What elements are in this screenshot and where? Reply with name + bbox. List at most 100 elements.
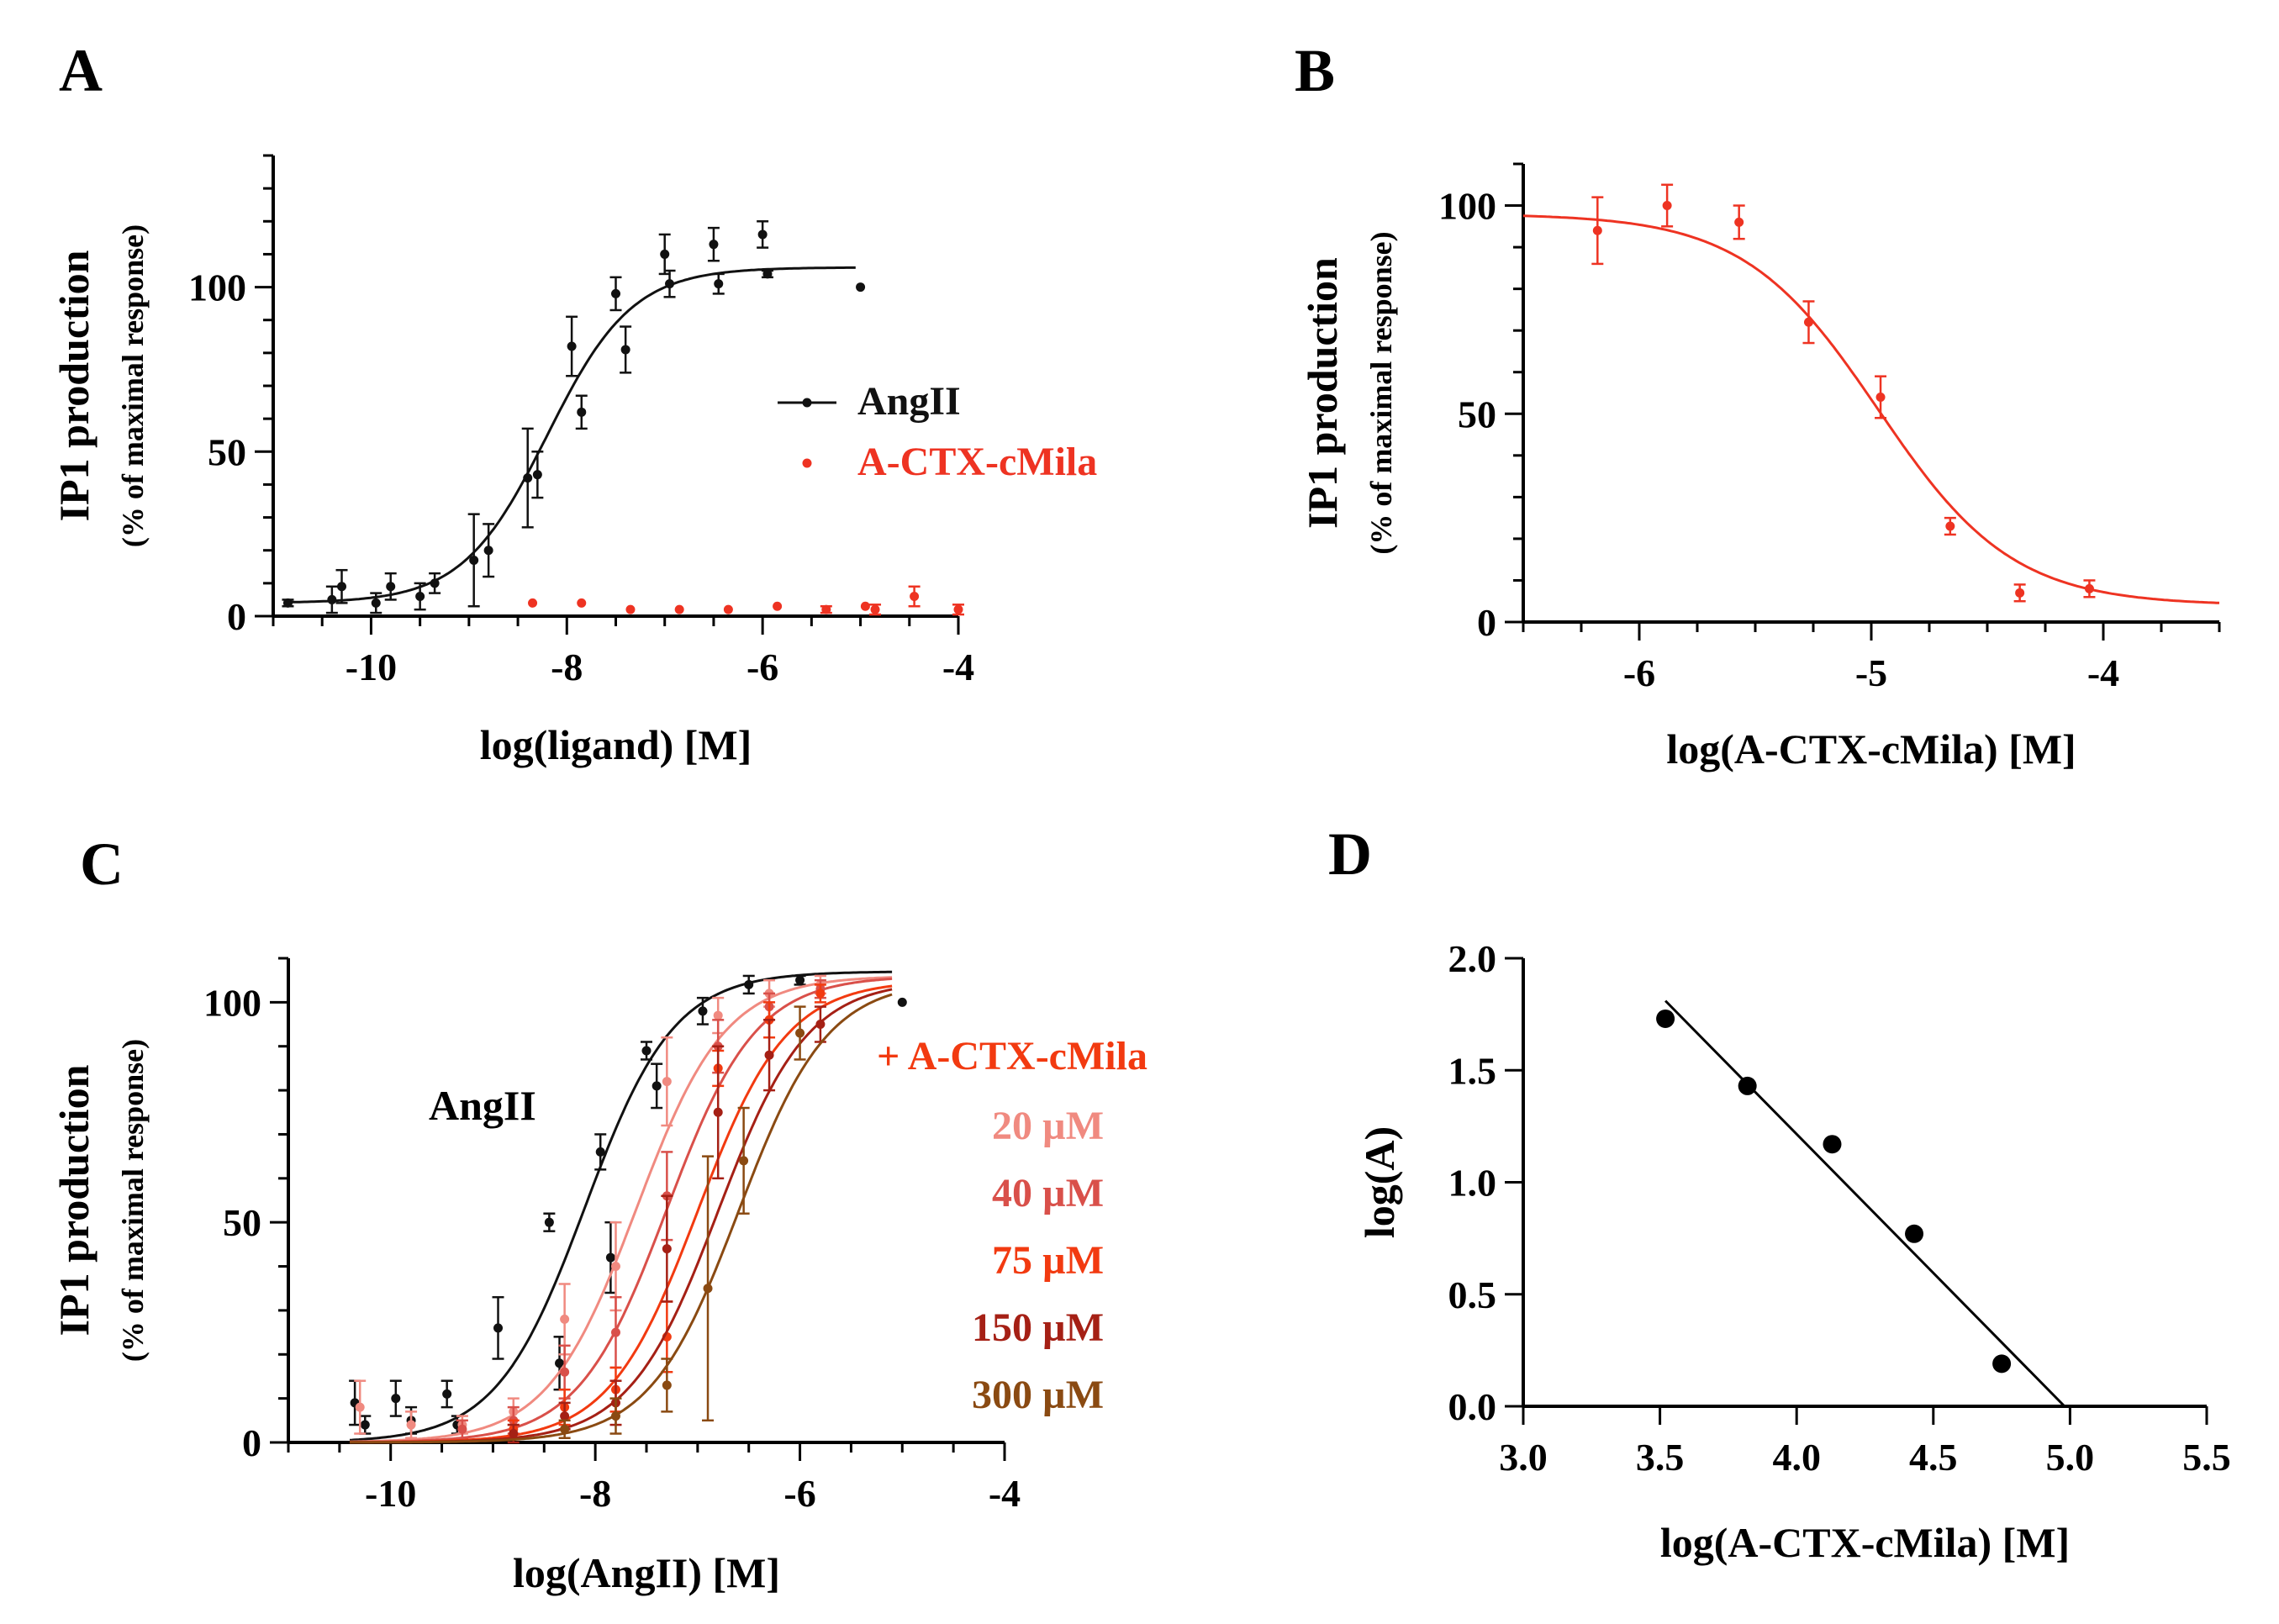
data-point [860, 601, 870, 611]
y-tick-label: 0 [1477, 601, 1496, 644]
data-point [567, 341, 577, 351]
data-point [870, 604, 880, 614]
data-point [662, 1380, 672, 1390]
y-axis-title: IP1 production [50, 1064, 98, 1336]
y-tick-label: 50 [208, 430, 246, 473]
fit-curve [288, 266, 856, 604]
data-point [821, 604, 831, 614]
data-point [662, 1244, 672, 1254]
y-tick-label: 1.5 [1448, 1049, 1497, 1092]
legend-marker [802, 458, 812, 468]
x-tick-label: -8 [579, 1472, 611, 1515]
data-point [762, 269, 773, 279]
data-point [773, 601, 783, 611]
legend-label: 40 µM [992, 1171, 1104, 1215]
data-point [723, 604, 733, 614]
data-point [713, 1010, 723, 1020]
panel-letter: D [1328, 820, 1372, 888]
x-tick-label: 3.5 [1636, 1436, 1685, 1479]
data-point [953, 604, 963, 614]
data-point [1945, 521, 1955, 531]
data-point [652, 1081, 662, 1091]
data-point [532, 470, 542, 480]
legend-marker [802, 398, 812, 408]
data-point [641, 1046, 652, 1056]
fit-curve [1522, 214, 2220, 604]
fit-curve [349, 977, 893, 1444]
x-tick-label: -4 [989, 1472, 1021, 1515]
y-tick-label: 0 [227, 595, 246, 638]
data-point [577, 598, 587, 608]
data-point [1592, 225, 1602, 235]
y-tick-label: 0.5 [1448, 1273, 1497, 1316]
legend-label: AngII [857, 379, 961, 424]
y-axis-title: IP1 production [50, 250, 98, 521]
data-point [1738, 1076, 1757, 1095]
data-point [442, 1389, 452, 1399]
fit-line [1664, 999, 2065, 1408]
data-point [355, 1402, 365, 1412]
data-point [815, 989, 826, 999]
data-point [560, 1367, 570, 1377]
data-point [406, 1420, 416, 1430]
data-point [560, 1411, 570, 1421]
x-tick-label: -6 [783, 1472, 815, 1515]
y-axis-title: IP1 production [1299, 257, 1346, 529]
data-point [560, 1424, 570, 1434]
x-tick-label: -6 [746, 646, 778, 688]
data-point [360, 1420, 370, 1430]
data-point [282, 598, 293, 608]
data-point [703, 1284, 713, 1294]
data-point [897, 997, 907, 1007]
data-point [610, 1411, 620, 1421]
data-point [577, 407, 587, 417]
fit-curve [350, 976, 893, 1443]
data-point [1875, 392, 1886, 402]
data-point [493, 1323, 504, 1333]
data-point [415, 592, 425, 602]
data-point [1992, 1354, 2012, 1374]
data-point [795, 975, 805, 985]
y-tick-label: 2.0 [1448, 937, 1497, 980]
x-tick-label: 5.5 [2182, 1436, 2231, 1479]
y-tick-label: 0.0 [1448, 1385, 1497, 1428]
x-axis-title: log(A-CTX-cMila) [M] [1660, 1519, 2070, 1566]
x-tick-label: 4.0 [1772, 1436, 1821, 1479]
data-point [757, 229, 768, 240]
x-axis-title: log(AngII) [M] [513, 1549, 780, 1596]
legend-title: + A-CTX-cMila [877, 1034, 1147, 1078]
legend-label: A-CTX-cMila [857, 440, 1097, 484]
y-tick-label: 0 [242, 1421, 261, 1464]
data-point [483, 546, 493, 556]
fit-curve [350, 993, 893, 1444]
curve-annotation: AngII [429, 1082, 536, 1129]
x-tick-label: -4 [942, 646, 974, 688]
x-tick-label: -4 [2087, 651, 2119, 694]
data-point [1656, 1009, 1675, 1028]
y-axis-title: log(A) [1356, 1126, 1403, 1238]
legend-label: 150 µM [972, 1305, 1104, 1350]
panel-a: A 0 50 100 -10 -8 -6 -4 log(ligand) [M] IP1 produ… [50, 37, 1097, 768]
data-point [714, 279, 724, 289]
data-point [856, 282, 866, 293]
data-point [764, 1050, 774, 1060]
data-point [739, 1156, 749, 1166]
data-point [625, 604, 636, 614]
data-point [528, 598, 538, 608]
legend-label: 75 µM [992, 1238, 1104, 1283]
data-point [795, 1028, 805, 1038]
data-point [523, 473, 533, 483]
data-point [595, 1147, 605, 1157]
x-tick-label: -10 [365, 1472, 416, 1515]
x-tick-label: 3.0 [1499, 1436, 1548, 1479]
data-point [371, 598, 381, 608]
data-point [910, 592, 920, 602]
x-tick-label: -8 [551, 646, 583, 688]
x-tick-label: -5 [1855, 651, 1887, 694]
data-point [1662, 201, 1672, 211]
data-point [713, 1107, 723, 1117]
x-axis-title: log(A-CTX-cMila) [M] [1666, 725, 2076, 772]
data-point [665, 279, 675, 289]
data-point [337, 582, 346, 592]
